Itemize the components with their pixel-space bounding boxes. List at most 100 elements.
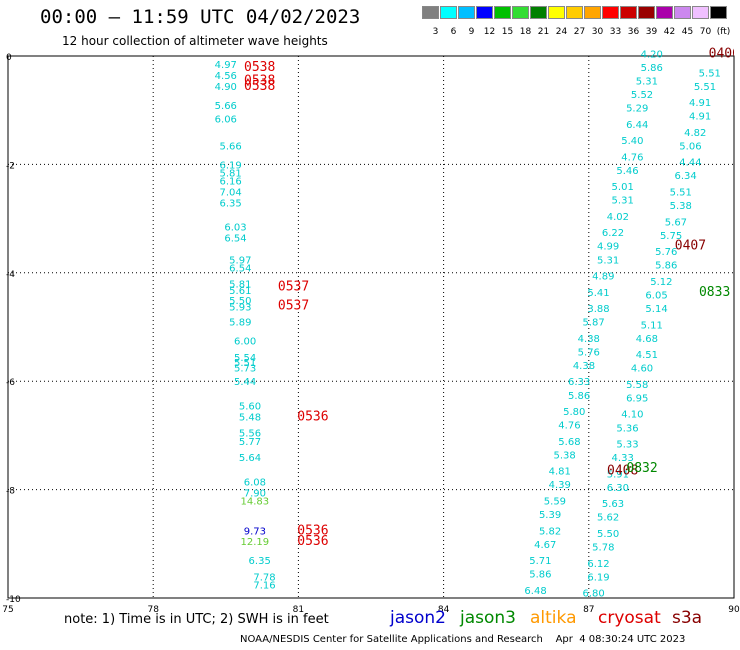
wave-height-label: 4.44	[679, 158, 701, 169]
colorbar-label: 39	[645, 27, 658, 37]
colorbar-label: 15	[501, 27, 514, 37]
wave-height-label: 6.80	[583, 589, 605, 600]
pass-time-label: 0536	[297, 523, 328, 538]
wave-height-label: 5.91	[607, 469, 629, 480]
wave-height-label: 5.12	[650, 277, 672, 288]
x-tick-label: 81	[293, 605, 304, 615]
wave-height-label: 4.02	[607, 212, 629, 223]
wave-height-label: 5.87	[583, 318, 605, 329]
wave-height-label: 5.46	[616, 166, 638, 177]
wave-height-label: 5.31	[612, 196, 634, 207]
wave-height-label: 6.33	[568, 377, 590, 388]
satellite-label-jason2: jason2	[390, 608, 446, 628]
wave-height-label: 4.82	[684, 128, 706, 139]
pass-time-label: 0832	[626, 461, 657, 476]
wave-height-label: 6.00	[234, 337, 256, 348]
satellite-label-s3a: s3a	[672, 608, 703, 628]
satellite-label-cryosat: cryosat	[598, 608, 661, 628]
colorbar-label: 12	[483, 27, 496, 37]
colorbar-label: 9	[468, 27, 475, 37]
wave-height-label: 5.60	[239, 402, 261, 413]
wave-height-label: 5.97	[229, 255, 251, 266]
colorbar-swatch	[620, 6, 637, 19]
colorbar-label: (ft)	[716, 27, 731, 37]
wave-height-label: 5.77	[239, 437, 261, 448]
wave-height-label: 5.93	[229, 302, 251, 313]
wave-height-label: 5.48	[239, 412, 261, 423]
wave-height-label: 5.51	[699, 68, 721, 79]
colorbar-swatch	[512, 6, 529, 19]
wave-height-label: 5.81	[229, 280, 251, 291]
wave-height-label: 5.80	[563, 407, 585, 418]
wave-height-label: 6.19	[220, 160, 242, 171]
wave-height-label: 6.48	[524, 586, 546, 597]
wave-height-label: 5.33	[616, 440, 638, 451]
wave-height-label: 5.86	[655, 261, 677, 272]
wave-height-label: 5.38	[670, 201, 692, 212]
note-text: note: 1) Time is in UTC; 2) SWH is in fe…	[64, 612, 329, 627]
colorbar-label: 18	[519, 27, 532, 37]
x-tick-label: 78	[147, 605, 159, 615]
colorbar-swatch	[710, 6, 727, 19]
wave-height-label: 4.89	[592, 272, 614, 283]
wave-height-label: 5.31	[636, 76, 658, 87]
wave-height-label: 5.86	[529, 570, 551, 581]
pass-time-label: 0538	[244, 60, 275, 75]
wave-height-label: 5.73	[234, 364, 256, 375]
colorbar-swatch	[674, 6, 691, 19]
wave-height-label: 7.16	[253, 580, 275, 591]
color-scale-legend: 3 6 9 12 15 18 21 24 27 30 33 36 39 42 45 70 (ft)	[422, 6, 730, 37]
wave-height-label: 4.60	[631, 364, 653, 375]
colorbar-label: 27	[573, 27, 586, 37]
wave-height-label: 5.51	[234, 358, 256, 369]
wave-height-label: 5.62	[597, 513, 619, 524]
wave-height-label: 6.05	[645, 290, 667, 301]
pass-time-label: 0538	[244, 79, 275, 94]
wave-height-label: 5.78	[592, 543, 614, 554]
wave-height-label: 4.76	[558, 421, 580, 432]
y-tick-label: -6	[6, 378, 15, 388]
wave-height-label: 6.44	[626, 120, 648, 131]
wave-height-label: 4.38	[578, 334, 600, 345]
wave-height-label: 6.03	[224, 223, 246, 234]
wave-height-label: 6.12	[587, 559, 609, 570]
y-tick-label: -4	[6, 270, 15, 280]
wave-height-label: 4.99	[597, 242, 619, 253]
pass-time-label: 0538	[244, 73, 275, 88]
wave-height-label: 5.38	[553, 450, 575, 461]
colorbar-swatch	[548, 6, 565, 19]
wave-height-label: 5.61	[229, 286, 251, 297]
wave-height-label: 6.34	[674, 171, 696, 182]
wave-height-label: 5.89	[229, 318, 251, 329]
wave-height-label: 5.86	[641, 63, 663, 74]
wave-height-label: 5.76	[655, 247, 677, 258]
colorbar-label: 42	[663, 27, 676, 37]
colorbar-swatch	[656, 6, 673, 19]
wave-height-label: 4.76	[621, 152, 643, 163]
wave-height-label: 5.67	[665, 217, 687, 228]
pass-time-label: 0537	[278, 279, 309, 294]
wave-height-label: 5.36	[616, 423, 638, 434]
colorbar-label: 70	[699, 27, 712, 37]
chart-title: 00:00 – 11:59 UTC 04/02/2023	[40, 6, 361, 28]
wave-height-label: 5.14	[645, 304, 667, 315]
wave-height-label: 4.10	[621, 410, 643, 421]
wave-height-label: 7.78	[253, 572, 275, 583]
wave-height-label: 5.40	[621, 136, 643, 147]
pass-time-label: 0536	[297, 409, 328, 424]
wave-height-label: 4.20	[641, 49, 663, 60]
wave-height-label: 9.73	[244, 526, 266, 537]
wave-height-label: 4.51	[636, 350, 658, 361]
colorbar-label: 6	[450, 27, 457, 37]
wave-height-label: 6.06	[215, 114, 237, 125]
x-tick-label: 90	[728, 605, 740, 615]
wave-height-label: 5.41	[587, 288, 609, 299]
wave-height-label: 7.90	[244, 488, 266, 499]
wave-height-label: 6.19	[587, 572, 609, 583]
wave-height-label: 6.30	[607, 483, 629, 494]
wave-height-label: 4.67	[534, 540, 556, 551]
wave-height-label: 5.39	[539, 510, 561, 521]
wave-height-label: 4.39	[549, 480, 571, 491]
colorbar-swatch	[692, 6, 709, 19]
